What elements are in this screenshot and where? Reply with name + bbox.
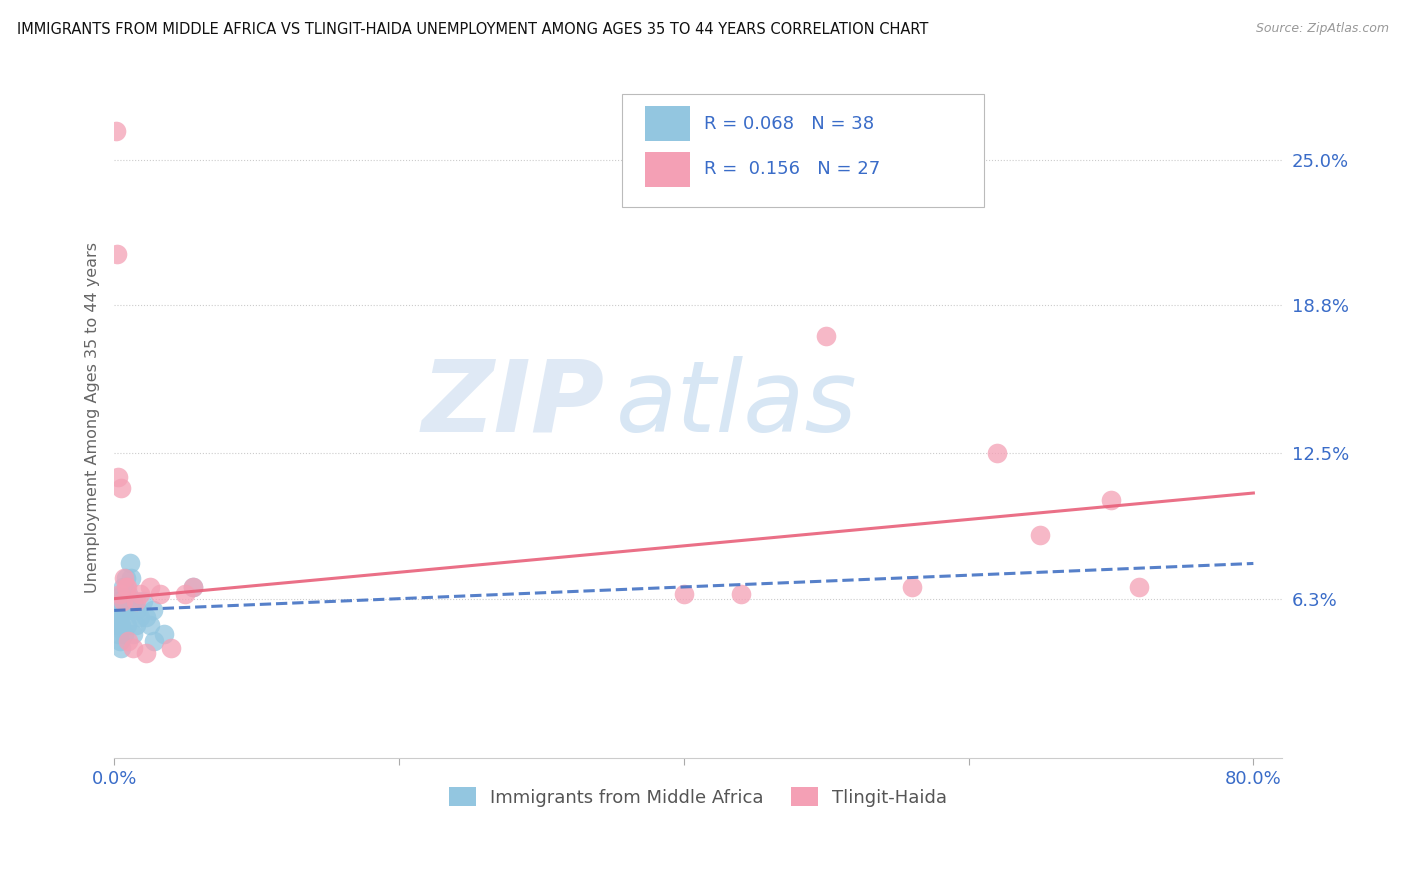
Point bbox=[105, 246, 128, 260]
Point bbox=[108, 617, 131, 632]
Point bbox=[112, 627, 135, 641]
Point bbox=[115, 594, 138, 608]
Point bbox=[128, 610, 150, 624]
Text: atlas: atlas bbox=[616, 356, 858, 453]
Point bbox=[131, 594, 153, 608]
Point bbox=[117, 603, 139, 617]
Point bbox=[1099, 493, 1122, 508]
Point bbox=[124, 617, 146, 632]
Point bbox=[111, 594, 134, 608]
Text: Source: ZipAtlas.com: Source: ZipAtlas.com bbox=[1256, 22, 1389, 36]
Point bbox=[730, 587, 752, 601]
Text: IMMIGRANTS FROM MIDDLE AFRICA VS TLINGIT-HAIDA UNEMPLOYMENT AMONG AGES 35 TO 44 : IMMIGRANTS FROM MIDDLE AFRICA VS TLINGIT… bbox=[17, 22, 928, 37]
Text: ZIP: ZIP bbox=[422, 356, 605, 453]
Point bbox=[121, 594, 143, 608]
Point bbox=[110, 603, 132, 617]
Point bbox=[107, 610, 129, 624]
Point bbox=[107, 594, 129, 608]
Point bbox=[108, 634, 131, 648]
Point bbox=[110, 617, 132, 632]
Point bbox=[139, 617, 162, 632]
FancyBboxPatch shape bbox=[621, 95, 984, 207]
Point bbox=[107, 627, 129, 641]
Point bbox=[1029, 528, 1052, 542]
Point bbox=[114, 587, 136, 601]
Point bbox=[134, 610, 156, 624]
Point bbox=[121, 627, 143, 641]
Point bbox=[115, 580, 138, 594]
Point bbox=[120, 570, 142, 584]
Point bbox=[105, 606, 128, 620]
Legend: Immigrants from Middle Africa, Tlingit-Haida: Immigrants from Middle Africa, Tlingit-H… bbox=[441, 780, 955, 814]
Point bbox=[104, 124, 127, 138]
Point bbox=[139, 580, 162, 594]
Point bbox=[1128, 580, 1150, 594]
Point bbox=[118, 557, 141, 571]
Point bbox=[153, 627, 176, 641]
Point bbox=[108, 590, 131, 604]
Point bbox=[181, 580, 204, 594]
Point bbox=[112, 570, 135, 584]
Point bbox=[114, 580, 136, 594]
Point bbox=[117, 634, 139, 648]
Point bbox=[672, 587, 695, 601]
Point bbox=[142, 603, 165, 617]
Point bbox=[112, 594, 135, 608]
Point bbox=[105, 617, 128, 632]
Point bbox=[128, 587, 150, 601]
Point bbox=[107, 469, 129, 483]
Text: R =  0.156   N = 27: R = 0.156 N = 27 bbox=[704, 161, 880, 178]
Point bbox=[108, 603, 131, 617]
Point bbox=[112, 603, 135, 617]
Point bbox=[108, 587, 131, 601]
FancyBboxPatch shape bbox=[645, 152, 690, 187]
Point bbox=[986, 446, 1008, 460]
Point bbox=[111, 580, 134, 594]
Point bbox=[134, 646, 156, 660]
Point bbox=[160, 640, 183, 655]
Point bbox=[117, 587, 139, 601]
Point bbox=[114, 570, 136, 584]
Y-axis label: Unemployment Among Ages 35 to 44 years: Unemployment Among Ages 35 to 44 years bbox=[86, 243, 100, 593]
FancyBboxPatch shape bbox=[645, 106, 690, 142]
Point bbox=[181, 580, 204, 594]
Point bbox=[110, 481, 132, 495]
Point bbox=[143, 634, 166, 648]
Point bbox=[149, 587, 172, 601]
Point bbox=[111, 594, 134, 608]
Point bbox=[815, 328, 838, 343]
Point bbox=[900, 580, 922, 594]
Point bbox=[110, 640, 132, 655]
Point bbox=[104, 603, 127, 617]
Point bbox=[121, 640, 143, 655]
Point bbox=[115, 617, 138, 632]
Text: R = 0.068   N = 38: R = 0.068 N = 38 bbox=[704, 115, 875, 133]
Point bbox=[174, 587, 197, 601]
Point bbox=[124, 594, 146, 608]
Point bbox=[125, 603, 148, 617]
